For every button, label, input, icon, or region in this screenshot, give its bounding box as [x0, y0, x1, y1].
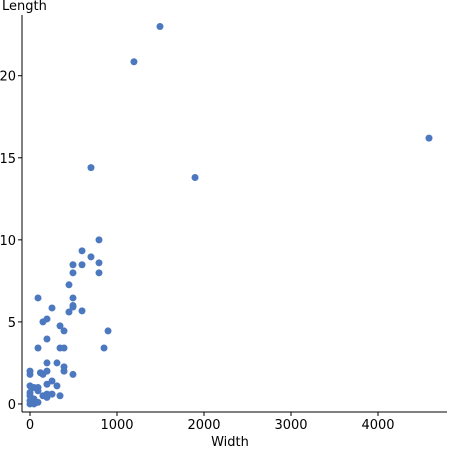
point: [34, 387, 42, 395]
x-tick-label: 2000: [187, 418, 220, 433]
y-tick-label: 15: [0, 152, 16, 167]
point: [60, 344, 68, 352]
point: [34, 344, 42, 352]
x-tick-label: 3000: [274, 418, 307, 433]
point: [53, 359, 61, 367]
point: [78, 261, 86, 269]
point: [104, 327, 112, 335]
y-tick-label: 20: [0, 70, 16, 85]
point: [56, 322, 64, 330]
point: [65, 281, 73, 289]
point: [87, 253, 95, 261]
point: [30, 400, 38, 408]
point: [78, 247, 86, 255]
y-axis-label: Length: [2, 0, 47, 14]
point: [48, 377, 56, 385]
point: [95, 259, 103, 267]
x-tick-label: 0: [26, 418, 34, 433]
point: [48, 390, 56, 398]
point: [26, 388, 34, 396]
point: [78, 307, 86, 315]
y-tick-label: 0: [8, 398, 16, 413]
point: [34, 294, 42, 302]
point: [87, 164, 95, 172]
point: [69, 370, 77, 378]
point: [69, 301, 77, 309]
point: [156, 22, 164, 30]
point: [69, 294, 77, 302]
point: [95, 236, 103, 244]
point: [425, 134, 433, 142]
y-tick-label: 10: [0, 234, 16, 249]
point: [43, 335, 51, 343]
point: [95, 269, 103, 277]
point: [36, 369, 44, 377]
point: [100, 344, 108, 352]
point: [130, 58, 138, 66]
point: [43, 359, 51, 367]
point: [56, 392, 64, 400]
point: [65, 308, 73, 316]
point: [39, 318, 47, 326]
x-tick-label: 1000: [100, 418, 133, 433]
point: [191, 173, 199, 181]
point: [60, 327, 68, 335]
x-tick-label: 4000: [361, 418, 394, 433]
point: [60, 367, 68, 375]
x-axis-label: Width: [211, 435, 249, 450]
point: [69, 261, 77, 269]
point: [43, 380, 51, 388]
point: [26, 370, 34, 378]
point: [26, 382, 34, 390]
y-tick-label: 5: [8, 316, 16, 331]
point: [53, 382, 61, 390]
point: [43, 393, 51, 401]
point: [69, 269, 77, 277]
point: [48, 304, 56, 312]
